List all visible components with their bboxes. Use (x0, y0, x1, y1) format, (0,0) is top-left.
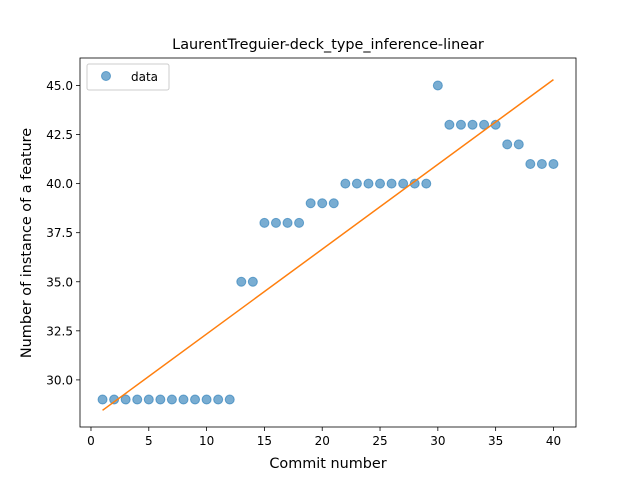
data-point (536, 158, 547, 169)
data-point (120, 394, 131, 405)
data-point (351, 178, 362, 189)
y-tick-label: 45.0 (46, 79, 73, 93)
x-tick-label: 10 (199, 434, 214, 448)
data-point (502, 139, 513, 150)
data-point (467, 119, 478, 130)
data-point (432, 80, 443, 91)
data-point (398, 178, 409, 189)
data-point (259, 217, 270, 228)
data-point (236, 276, 247, 287)
x-tick-label: 35 (488, 434, 503, 448)
data-point (97, 394, 108, 405)
x-tick-label: 0 (87, 434, 95, 448)
data-point (340, 178, 351, 189)
data-point (247, 276, 258, 287)
y-tick-label: 37.5 (46, 226, 73, 240)
plot-area: 0 5 10 15 20 25 30 35 40 30.0 32.5 35.0 37.5 40.0 42.5… (46, 57, 577, 448)
data-point (444, 119, 455, 130)
data-point (513, 139, 524, 150)
data-point (328, 198, 339, 209)
data-point (375, 178, 386, 189)
data-point (178, 394, 189, 405)
data-point (224, 394, 235, 405)
data-point (213, 394, 224, 405)
data-point (479, 119, 490, 130)
data-point (363, 178, 374, 189)
legend-box (86, 63, 170, 91)
y-tick-label: 32.5 (46, 324, 73, 338)
chart-title: LaurentTreguier-deck_type_inference-line… (172, 37, 484, 53)
data-point (132, 394, 143, 405)
x-tick-label: 30 (430, 434, 445, 448)
data-point (409, 178, 420, 189)
x-tick-label: 25 (372, 434, 387, 448)
data-point (525, 158, 536, 169)
legend-marker-data (101, 71, 111, 81)
axes-frame (79, 57, 577, 428)
data-point (270, 217, 281, 228)
data-point (201, 394, 212, 405)
x-tick-label: 5 (145, 434, 153, 448)
y-axis-label: Number of instance of a feature (19, 128, 35, 358)
y-tick-label: 42.5 (46, 128, 73, 142)
data-point (190, 394, 201, 405)
data-point (305, 198, 316, 209)
y-tick-label: 35.0 (46, 275, 73, 289)
data-point (155, 394, 166, 405)
data-point (282, 217, 293, 228)
data-point (386, 178, 397, 189)
x-tick-label: 15 (257, 434, 272, 448)
data-point (421, 178, 432, 189)
data-point (143, 394, 154, 405)
x-tick-label: 40 (546, 434, 561, 448)
data-point (294, 217, 305, 228)
x-tick-label: 20 (315, 434, 330, 448)
legend: data (86, 63, 170, 91)
data-point (455, 119, 466, 130)
data-point (317, 198, 328, 209)
y-tick-label: 40.0 (46, 177, 73, 191)
trend-line (102, 78, 554, 411)
legend-label-data: data (131, 70, 158, 84)
data-point (109, 394, 120, 405)
y-tick-label: 30.0 (46, 373, 73, 387)
data-point (166, 394, 177, 405)
data-point (548, 158, 559, 169)
x-axis-label: Commit number (269, 456, 386, 472)
